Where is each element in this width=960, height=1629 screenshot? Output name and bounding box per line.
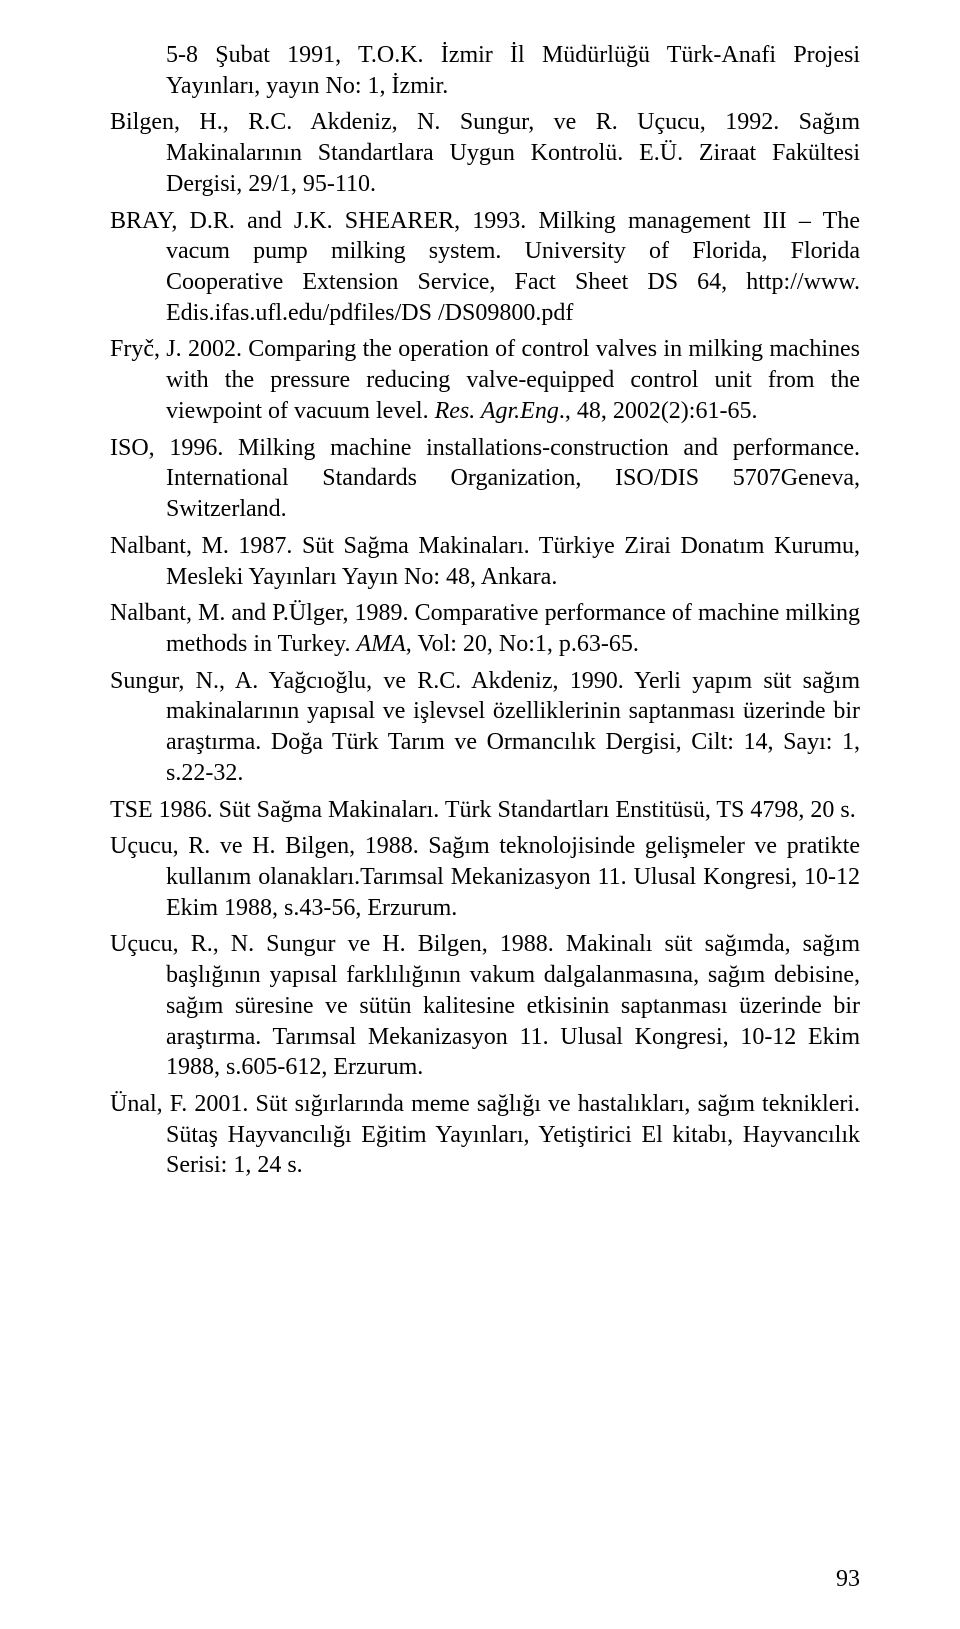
journal-title: Res. Agr.Eng — [435, 398, 559, 424]
reference-ucucu-sungur-bilgen-1988: Uçucu, R., N. Sungur ve H. Bilgen, 1988.… — [110, 929, 860, 1083]
reference-tse-1986: TSE 1986. Süt Sağma Makinaları. Türk Sta… — [110, 795, 860, 826]
reference-bray-shearer-1993: BRAY, D.R. and J.K. SHEARER, 1993. Milki… — [110, 206, 860, 329]
ref-text: , Vol: 20, No:1, p.63-65. — [406, 631, 639, 657]
reference-iso-1996: ISO, 1996. Milking machine installations… — [110, 433, 860, 525]
ref-text: ., 48, 2002(2):61-65. — [559, 398, 758, 424]
page-container: 5-8 Şubat 1991, T.O.K. İzmir İl Müdürlüğ… — [0, 0, 960, 1629]
reference-fryc-2002: Fryč, J. 2002. Comparing the operation o… — [110, 334, 860, 426]
reference-continuation-1: 5-8 Şubat 1991, T.O.K. İzmir İl Müdürlüğ… — [110, 40, 860, 101]
reference-bilgen-1992: Bilgen, H., R.C. Akdeniz, N. Sungur, ve … — [110, 107, 860, 199]
reference-nalbant-1987: Nalbant, M. 1987. Süt Sağma Makinaları. … — [110, 531, 860, 592]
reference-ucucu-bilgen-1988: Uçucu, R. ve H. Bilgen, 1988. Sağım tekn… — [110, 831, 860, 923]
reference-unal-2001: Ünal, F. 2001. Süt sığırlarında meme sağ… — [110, 1089, 860, 1181]
reference-nalbant-ulger-1989: Nalbant, M. and P.Ülger, 1989. Comparati… — [110, 598, 860, 659]
reference-sungur-1990: Sungur, N., A. Yağcıoğlu, ve R.C. Akdeni… — [110, 666, 860, 789]
page-number: 93 — [836, 1564, 860, 1595]
journal-title: AMA — [356, 631, 405, 657]
